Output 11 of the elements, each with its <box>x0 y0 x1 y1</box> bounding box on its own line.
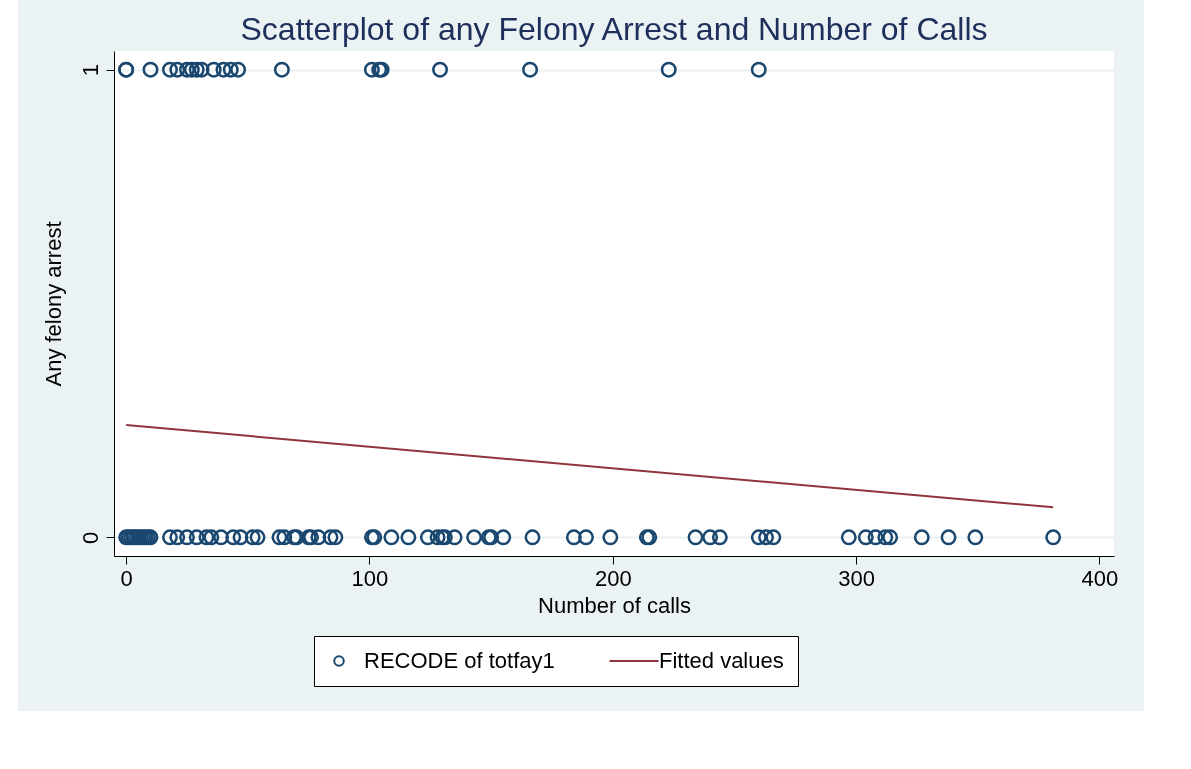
x-tick-label: 400 <box>1081 565 1119 591</box>
y-tick-label: 1 <box>77 64 103 77</box>
x-tick-label: 300 <box>838 565 875 591</box>
legend-label: Fitted values <box>659 648 784 673</box>
y-axis-title: Any felony arrest <box>40 221 66 387</box>
x-tick-label: 100 <box>351 565 389 591</box>
legend-label: RECODE of totfay1 <box>364 648 555 673</box>
chart-title: Scatterplot of any Felony Arrest and Number of Calls <box>240 11 988 47</box>
x-tick-label: 200 <box>594 565 632 591</box>
x-tick-label: 0 <box>120 565 133 591</box>
x-axis-title: Number of calls <box>538 592 691 618</box>
